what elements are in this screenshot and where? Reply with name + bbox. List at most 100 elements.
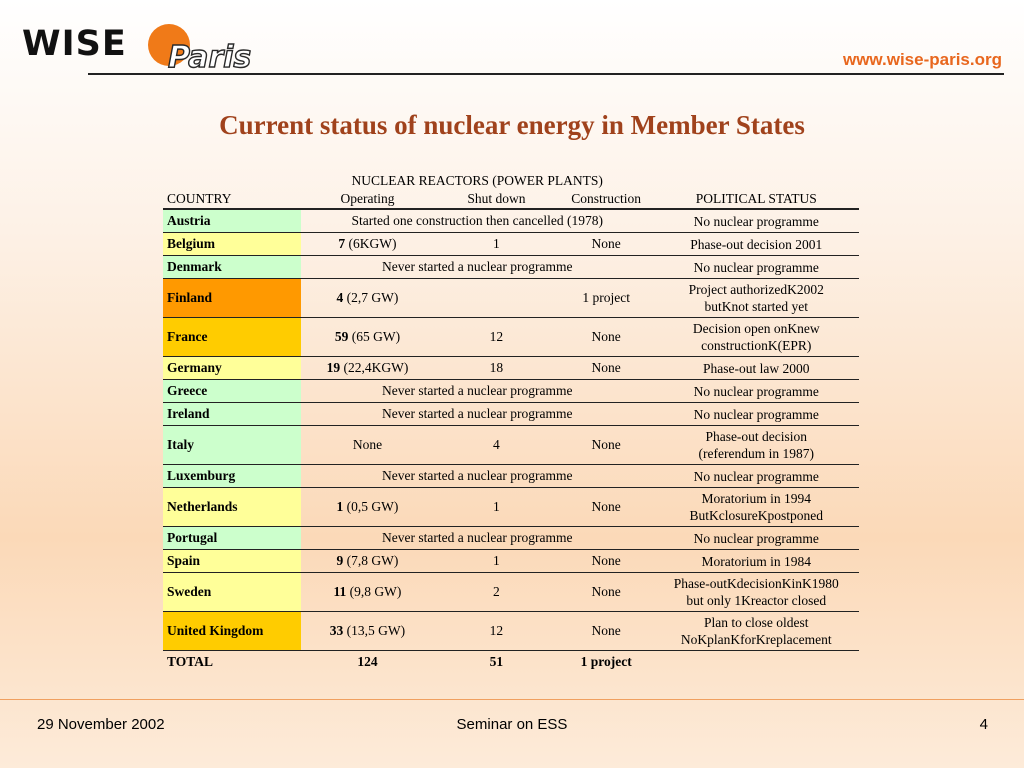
operating-count: 1 bbox=[336, 499, 344, 514]
country-cell: Luxemburg bbox=[163, 464, 301, 488]
construction-cell: None bbox=[558, 425, 654, 465]
table-row: United Kingdom 33 (13,5 GW) 12 None Plan to … bbox=[163, 611, 859, 651]
construction-cell: None bbox=[558, 487, 654, 527]
table-row: Denmark Never started a nuclear programme… bbox=[163, 255, 859, 279]
slide-title: Current status of nuclear energy in Memb… bbox=[219, 110, 805, 140]
operating-cell: 11 (9,8 GW) bbox=[300, 572, 434, 612]
merged-reactor-cell: Never started a nuclear programme bbox=[300, 464, 654, 488]
shutdown-cell: 12 bbox=[433, 317, 559, 357]
political-status-line: but only 1Kreactor closed bbox=[686, 593, 827, 608]
shutdown-cell: 1 bbox=[433, 487, 559, 527]
operating-count: 11 bbox=[333, 584, 347, 599]
political-status-line: Plan to close oldest bbox=[703, 615, 809, 630]
col-construction-header: Construction bbox=[558, 189, 654, 210]
country-cell: Spain bbox=[163, 549, 301, 573]
shutdown-cell: 1 bbox=[433, 232, 559, 256]
merged-reactor-cell: Never started a nuclear programme bbox=[300, 526, 654, 550]
total-operating: 124 bbox=[357, 654, 378, 669]
table-row: Italy None 4 None Phase-out decision (referen… bbox=[163, 425, 859, 465]
country-cell: Greece bbox=[163, 379, 301, 403]
operating-capacity: (7,8 GW) bbox=[346, 553, 399, 568]
political-status-cell: Phase-out decision 2001 bbox=[653, 232, 859, 256]
wise-paris-logo: WISE Paris bbox=[22, 22, 252, 78]
table-row: Finland 4 (2,7 GW) 1 project Project author… bbox=[163, 278, 859, 318]
table-row: Spain 9 (7,8 GW) 1 None Moratorium in 1984 bbox=[163, 549, 859, 573]
operating-cell: 59 (65 GW) bbox=[300, 317, 434, 357]
table-row: Greece Never started a nuclear programme N… bbox=[163, 379, 859, 403]
table-column-header-row: COUNTRY Operating Shut down Construction… bbox=[163, 189, 859, 210]
merged-reactor-cell: Never started a nuclear programme bbox=[300, 379, 654, 403]
political-status-line: Phase-out law 2000 bbox=[703, 360, 810, 376]
political-status-line: No nuclear programme bbox=[693, 406, 819, 422]
country-cell: Portugal bbox=[163, 526, 301, 550]
country-cell: Netherlands bbox=[163, 487, 301, 527]
operating-cell: 33 (13,5 GW) bbox=[300, 611, 434, 651]
political-status-cell: Moratorium in 1994 ButKclosureKpostponed bbox=[653, 487, 859, 527]
shutdown-cell: 2 bbox=[433, 572, 559, 612]
political-status-cell: No nuclear programme bbox=[653, 379, 859, 403]
total-construction: 1 project bbox=[580, 654, 632, 669]
country-cell: Austria bbox=[163, 209, 301, 233]
political-status-line: NoKplanKforKreplacement bbox=[680, 632, 832, 647]
construction-cell: None bbox=[558, 611, 654, 651]
operating-capacity: (2,7 GW) bbox=[346, 290, 399, 305]
country-cell: Belgium bbox=[163, 232, 301, 256]
political-status-cell: Phase-out decision (referendum in 1987) bbox=[653, 425, 859, 465]
country-cell: Denmark bbox=[163, 255, 301, 279]
country-cell: Sweden bbox=[163, 572, 301, 612]
footer-rule bbox=[0, 699, 1024, 700]
construction-cell: None bbox=[558, 572, 654, 612]
political-status-cell: Phase-outKdecisionKinK1980 but only 1Krea… bbox=[653, 572, 859, 612]
table-row: Netherlands 1 (0,5 GW) 1 None Moratorium in … bbox=[163, 487, 859, 527]
operating-count: 33 bbox=[329, 623, 344, 638]
political-status-cell: No nuclear programme bbox=[653, 402, 859, 426]
political-status-cell: Project authorizedK2002 butKnot started y… bbox=[653, 278, 859, 318]
merged-reactor-cell: Started one construction then cancelled … bbox=[300, 209, 654, 233]
col-shutdown-header: Shut down bbox=[433, 189, 559, 210]
operating-cell: 4 (2,7 GW) bbox=[300, 278, 434, 318]
merged-reactor-cell: Never started a nuclear programme bbox=[300, 402, 654, 426]
site-url-link[interactable]: www.wise-paris.org bbox=[842, 50, 1002, 69]
total-shutdown: 51 bbox=[489, 654, 504, 669]
operating-count: 9 bbox=[336, 553, 344, 568]
political-status-cell: Phase-out law 2000 bbox=[653, 356, 859, 380]
construction-cell: None bbox=[558, 232, 654, 256]
political-status-line: constructionK(EPR) bbox=[701, 338, 812, 353]
operating-count: 19 bbox=[326, 360, 341, 375]
political-status-line: No nuclear programme bbox=[693, 383, 819, 399]
header-rule bbox=[88, 73, 1004, 75]
operating-capacity: (65 GW) bbox=[351, 329, 401, 344]
political-status-line: No nuclear programme bbox=[693, 259, 819, 275]
operating-cell: 7 (6KGW) bbox=[300, 232, 434, 256]
shutdown-cell: 4 bbox=[433, 425, 559, 465]
political-status-line: butKnot started yet bbox=[704, 299, 808, 314]
operating-count: 4 bbox=[336, 290, 344, 305]
political-status-cell: No nuclear programme bbox=[653, 255, 859, 279]
operating-count: 59 bbox=[334, 329, 349, 344]
political-status-line: No nuclear programme bbox=[693, 213, 819, 229]
construction-cell: None bbox=[558, 356, 654, 380]
footer-event: Seminar on ESS bbox=[456, 716, 568, 733]
footer-date: 29 November 2002 bbox=[37, 716, 165, 733]
political-status-line: ButKclosureKpostponed bbox=[689, 508, 823, 523]
shutdown-cell: 12 bbox=[433, 611, 559, 651]
shutdown-cell: 18 bbox=[433, 356, 559, 380]
country-cell: Germany bbox=[163, 356, 301, 380]
operating-value: None bbox=[352, 437, 383, 452]
political-status-cell: No nuclear programme bbox=[653, 526, 859, 550]
shutdown-cell: 1 bbox=[433, 549, 559, 573]
shutdown-cell bbox=[433, 278, 559, 318]
country-cell: Ireland bbox=[163, 402, 301, 426]
operating-count: 7 bbox=[338, 236, 346, 251]
operating-cell: 19 (22,4KGW) bbox=[300, 356, 434, 380]
political-status-line: Decision open onKnew bbox=[692, 321, 820, 336]
table-row: Ireland Never started a nuclear programme… bbox=[163, 402, 859, 426]
construction-cell: 1 project bbox=[558, 278, 654, 318]
table-row: Germany 19 (22,4KGW) 18 None Phase-out law 2… bbox=[163, 356, 859, 380]
construction-cell: None bbox=[558, 317, 654, 357]
political-status-line: Phase-out decision 2001 bbox=[690, 236, 823, 252]
col-country-header: COUNTRY bbox=[163, 189, 301, 210]
table-row: Sweden 11 (9,8 GW) 2 None Phase-outKdecision… bbox=[163, 572, 859, 612]
political-status-cell: Plan to close oldest NoKplanKforKreplacem… bbox=[653, 611, 859, 651]
table-row: Luxemburg Never started a nuclear program… bbox=[163, 464, 859, 488]
